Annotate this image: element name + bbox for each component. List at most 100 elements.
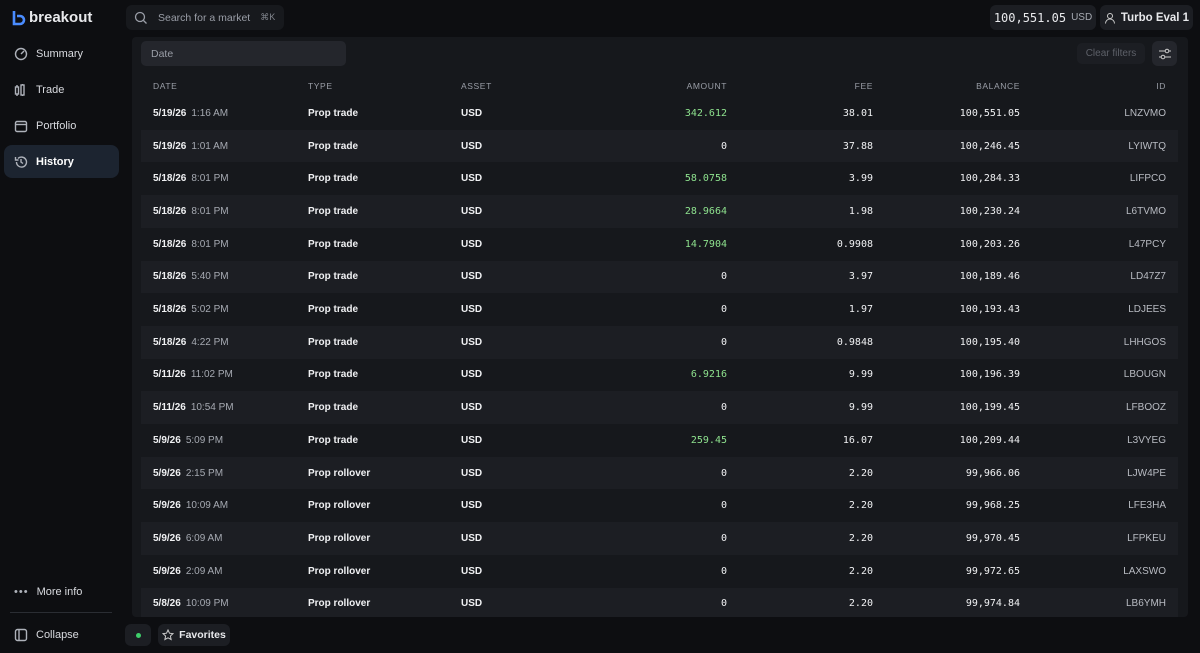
balance-cell: 100,284.33 bbox=[880, 162, 1020, 195]
fee-cell: 9.99 bbox=[733, 391, 873, 424]
amount-cell: 58.0758 bbox=[587, 162, 727, 195]
type: Prop rollover bbox=[308, 598, 371, 610]
time: 2:15 PM bbox=[185, 467, 224, 479]
date-cell: 5/9/26 6:09 AM bbox=[153, 522, 303, 555]
id: LAXSWO bbox=[1123, 565, 1166, 577]
collapse-icon bbox=[14, 628, 28, 641]
table-row[interactable]: 5/11/26 11:02 PM Prop trade USD 6.9216 9.99 10… bbox=[141, 359, 1178, 392]
asset: USD bbox=[461, 205, 483, 217]
type: Prop trade bbox=[308, 402, 359, 414]
asset-cell: USD bbox=[461, 359, 581, 392]
date: 5/18/26 bbox=[153, 304, 187, 316]
date: 5/9/26 bbox=[153, 532, 181, 544]
date: 5/18/26 bbox=[153, 238, 187, 250]
id: LIFPCO bbox=[1129, 173, 1166, 185]
table-row[interactable]: 5/18/26 8:01 PM Prop trade USD 14.7904 0.9908… bbox=[141, 228, 1178, 261]
search-placeholder: Search for a market bbox=[158, 11, 251, 24]
asset-cell: USD bbox=[461, 326, 581, 359]
table-row[interactable]: 5/18/26 5:02 PM Prop trade USD 0 1.97 100,193.… bbox=[141, 293, 1178, 326]
amount-cell: 0 bbox=[587, 261, 727, 294]
asset-cell: USD bbox=[461, 228, 581, 261]
table-row[interactable]: 5/9/26 2:09 AM Prop rollover USD 0 2.20 99,972… bbox=[141, 555, 1178, 588]
account-chip[interactable]: Turbo Eval 1 bbox=[1100, 5, 1193, 30]
search-icon bbox=[134, 11, 147, 24]
favorites-label: Favorites bbox=[179, 629, 226, 641]
amount-cell: 0 bbox=[587, 489, 727, 522]
id-cell: LB6YMH bbox=[1026, 588, 1166, 618]
table-row[interactable]: 5/9/26 10:09 AM Prop rollover USD 0 2.20 99,96… bbox=[141, 489, 1178, 522]
type: Prop trade bbox=[308, 336, 359, 348]
asset-cell: USD bbox=[461, 293, 581, 326]
amount-cell: 342.612 bbox=[587, 97, 727, 130]
date-filter[interactable]: Date bbox=[141, 41, 346, 66]
time: 8:01 PM bbox=[191, 205, 229, 217]
nav-label: Summary bbox=[36, 47, 84, 60]
fee: 3.99 bbox=[848, 173, 873, 185]
asset-cell: USD bbox=[461, 391, 581, 424]
collapse[interactable]: Collapse bbox=[4, 618, 119, 651]
asset: USD bbox=[461, 271, 483, 283]
table-row[interactable]: 5/19/26 1:01 AM Prop trade USD 0 37.88 100,246… bbox=[141, 129, 1178, 163]
table-row[interactable]: 5/19/26 1:16 AM Prop trade USD 342.612 38.01 1… bbox=[141, 97, 1178, 130]
amount: 14.7904 bbox=[684, 238, 727, 250]
fee: 3.97 bbox=[848, 271, 873, 283]
table-row[interactable]: 5/8/26 10:09 PM Prop rollover USD 0 2.20 99,97… bbox=[141, 587, 1178, 618]
type: Prop rollover bbox=[308, 500, 371, 512]
logo-icon bbox=[12, 10, 26, 25]
more-info[interactable]: ••• More info bbox=[4, 575, 119, 608]
filter-settings[interactable] bbox=[1152, 41, 1177, 66]
balance: 100,209.44 bbox=[959, 434, 1020, 446]
table-row[interactable]: 5/18/26 8:01 PM Prop trade USD 58.0758 3.99 10… bbox=[141, 162, 1178, 195]
id-cell: LAXSWO bbox=[1026, 555, 1166, 588]
balance-chip[interactable]: 100,551.05 USD bbox=[990, 5, 1096, 30]
nav-icon bbox=[14, 47, 28, 60]
balance-cell: 100,246.45 bbox=[880, 130, 1020, 163]
asset: USD bbox=[461, 467, 483, 479]
asset-cell: USD bbox=[461, 195, 581, 228]
nav-item[interactable]: Trade bbox=[4, 73, 119, 106]
id-cell: LD47Z7 bbox=[1026, 261, 1166, 294]
favorites-button[interactable]: Favorites bbox=[158, 624, 230, 646]
nav-item[interactable]: History bbox=[4, 145, 119, 178]
nav-icon bbox=[14, 120, 28, 132]
time: 1:16 AM bbox=[191, 107, 229, 119]
fee: 2.20 bbox=[848, 532, 873, 544]
nav-item[interactable]: Summary bbox=[4, 37, 119, 70]
table-row[interactable]: 5/11/26 10:54 PM Prop trade USD 0 9.99 100,199… bbox=[141, 391, 1178, 424]
status-button[interactable] bbox=[125, 624, 151, 646]
clear-filters[interactable]: Clear filters bbox=[1077, 43, 1145, 64]
balance-cell: 99,972.65 bbox=[880, 555, 1020, 588]
table-row[interactable]: 5/9/26 6:09 AM Prop rollover USD 0 2.20 99,970… bbox=[141, 522, 1178, 555]
fee-cell: 2.20 bbox=[733, 457, 873, 490]
type-cell: Prop rollover bbox=[308, 555, 448, 588]
search[interactable]: Search for a market ⌘K bbox=[126, 5, 284, 30]
table-row[interactable]: 5/9/26 5:09 PM Prop trade USD 259.45 16.07 100… bbox=[141, 424, 1178, 457]
table-row[interactable]: 5/18/26 4:22 PM Prop trade USD 0 0.9848 100,19… bbox=[141, 325, 1178, 359]
asset-cell: USD bbox=[461, 522, 581, 555]
amount: 0 bbox=[720, 532, 727, 544]
id: L3VYEG bbox=[1127, 434, 1166, 446]
logo[interactable]: breakout bbox=[12, 9, 92, 26]
more-info-label: More info bbox=[36, 585, 83, 598]
id: LNZVMO bbox=[1124, 107, 1166, 119]
amount: 259.45 bbox=[690, 434, 727, 446]
id: L6TVMO bbox=[1125, 205, 1166, 217]
type: Prop trade bbox=[308, 434, 359, 446]
id-cell: L3VYEG bbox=[1026, 424, 1166, 457]
table-row[interactable]: 5/18/26 5:40 PM Prop trade USD 0 3.97 100,189.… bbox=[141, 260, 1178, 294]
column-header: ID bbox=[1156, 81, 1166, 91]
type-cell: Prop trade bbox=[308, 326, 448, 359]
amount: 6.9216 bbox=[690, 369, 727, 381]
time: 10:09 PM bbox=[185, 598, 229, 610]
nav-item[interactable]: Portfolio bbox=[4, 109, 119, 142]
balance-cell: 100,199.45 bbox=[880, 391, 1020, 424]
id: LFE3HA bbox=[1128, 500, 1166, 512]
nav-icon bbox=[14, 155, 28, 168]
amount: 28.9664 bbox=[684, 205, 727, 217]
table-row[interactable]: 5/9/26 2:15 PM Prop rollover USD 0 2.20 99,966… bbox=[141, 456, 1178, 490]
fee-cell: 9.99 bbox=[733, 359, 873, 392]
fee-cell: 2.20 bbox=[733, 555, 873, 588]
fee-cell: 3.99 bbox=[733, 162, 873, 195]
amount: 0 bbox=[720, 140, 727, 152]
table-row[interactable]: 5/18/26 8:01 PM Prop trade USD 28.9664 1.98 10… bbox=[141, 195, 1178, 228]
